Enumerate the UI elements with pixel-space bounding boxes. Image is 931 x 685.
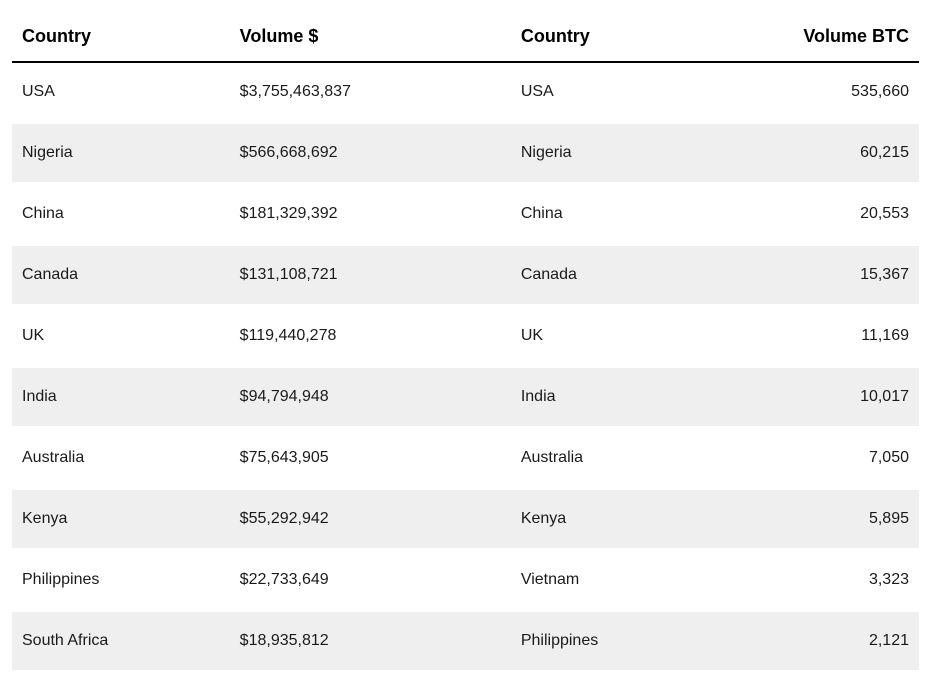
table-row: India $94,794,948 India 10,017 — [12, 367, 919, 428]
cell-volume-btc: 20,553 — [765, 184, 919, 245]
col-header-volume-usd: Volume $ — [230, 12, 511, 62]
cell-volume-btc: 60,215 — [765, 123, 919, 184]
cell-volume-usd: $75,643,905 — [230, 428, 511, 489]
col-header-volume-btc: Volume BTC — [765, 12, 919, 62]
cell-volume-usd: $131,108,721 — [230, 245, 511, 306]
cell-volume-usd: $18,935,812 — [230, 611, 511, 672]
cell-country-usd: Nigeria — [12, 123, 230, 184]
cell-volume-btc: 15,367 — [765, 245, 919, 306]
volume-table: Country Volume $ Country Volume BTC USA … — [12, 12, 919, 673]
cell-country-btc: Canada — [511, 245, 765, 306]
cell-country-btc: Philippines — [511, 611, 765, 672]
cell-country-usd: India — [12, 367, 230, 428]
cell-volume-btc: 11,169 — [765, 306, 919, 367]
cell-volume-usd: $94,794,948 — [230, 367, 511, 428]
table-row: USA $3,755,463,837 USA 535,660 — [12, 62, 919, 123]
cell-country-btc: Kenya — [511, 489, 765, 550]
cell-country-btc: UK — [511, 306, 765, 367]
cell-volume-usd: $55,292,942 — [230, 489, 511, 550]
cell-volume-btc: 535,660 — [765, 62, 919, 123]
table-row: Kenya $55,292,942 Kenya 5,895 — [12, 489, 919, 550]
table-row: Philippines $22,733,649 Vietnam 3,323 — [12, 550, 919, 611]
cell-volume-btc: 5,895 — [765, 489, 919, 550]
col-header-country-btc: Country — [511, 12, 765, 62]
cell-country-usd: South Africa — [12, 611, 230, 672]
cell-country-usd: Kenya — [12, 489, 230, 550]
cell-volume-usd: $3,755,463,837 — [230, 62, 511, 123]
cell-volume-usd: $119,440,278 — [230, 306, 511, 367]
table-row: South Africa $18,935,812 Philippines 2,1… — [12, 611, 919, 672]
cell-country-btc: China — [511, 184, 765, 245]
cell-volume-btc: 7,050 — [765, 428, 919, 489]
cell-volume-btc: 10,017 — [765, 367, 919, 428]
cell-volume-btc: 3,323 — [765, 550, 919, 611]
cell-country-btc: Australia — [511, 428, 765, 489]
table-row: UK $119,440,278 UK 11,169 — [12, 306, 919, 367]
table-header-row: Country Volume $ Country Volume BTC — [12, 12, 919, 62]
cell-country-usd: USA — [12, 62, 230, 123]
table-row: Australia $75,643,905 Australia 7,050 — [12, 428, 919, 489]
table-row: China $181,329,392 China 20,553 — [12, 184, 919, 245]
cell-country-usd: Canada — [12, 245, 230, 306]
cell-volume-usd: $22,733,649 — [230, 550, 511, 611]
cell-volume-usd: $566,668,692 — [230, 123, 511, 184]
cell-country-usd: China — [12, 184, 230, 245]
cell-volume-btc: 2,121 — [765, 611, 919, 672]
cell-country-btc: USA — [511, 62, 765, 123]
cell-country-btc: Nigeria — [511, 123, 765, 184]
table-row: Canada $131,108,721 Canada 15,367 — [12, 245, 919, 306]
cell-country-usd: Australia — [12, 428, 230, 489]
col-header-country-usd: Country — [12, 12, 230, 62]
cell-country-usd: UK — [12, 306, 230, 367]
cell-country-btc: India — [511, 367, 765, 428]
cell-volume-usd: $181,329,392 — [230, 184, 511, 245]
cell-country-usd: Philippines — [12, 550, 230, 611]
cell-country-btc: Vietnam — [511, 550, 765, 611]
table-row: Nigeria $566,668,692 Nigeria 60,215 — [12, 123, 919, 184]
